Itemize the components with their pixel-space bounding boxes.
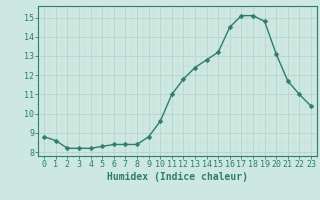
X-axis label: Humidex (Indice chaleur): Humidex (Indice chaleur) xyxy=(107,172,248,182)
